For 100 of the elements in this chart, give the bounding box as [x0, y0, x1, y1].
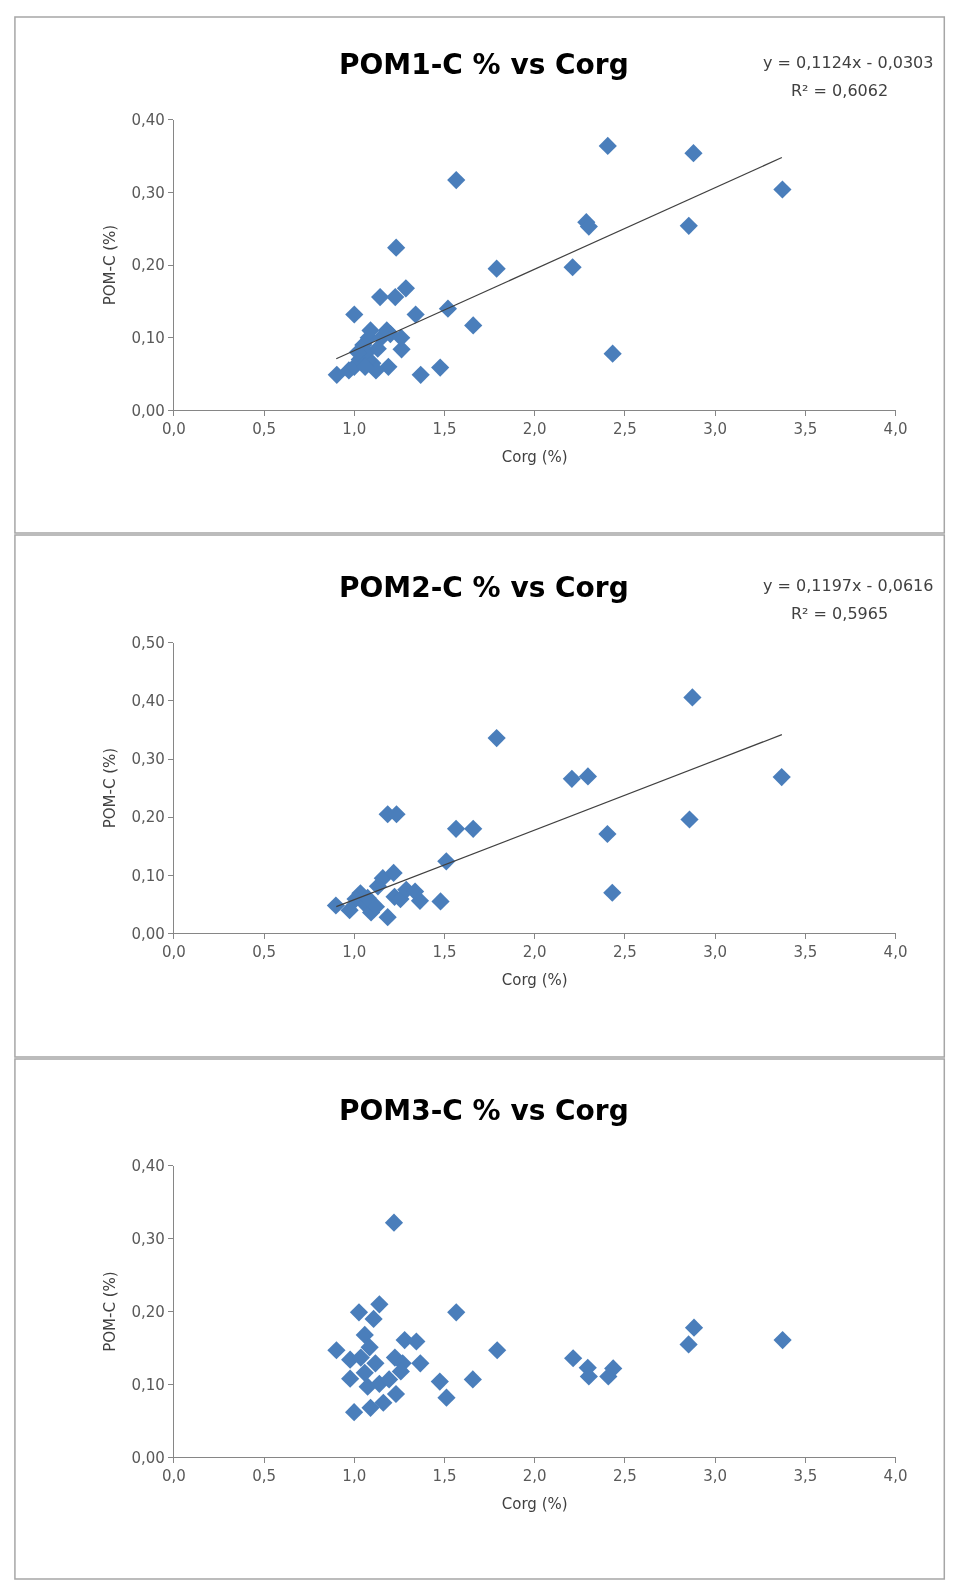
point [327, 365, 346, 384]
text: R² = 0,5965 [791, 604, 889, 623]
y-axis-title: POM-C (%) [100, 1271, 119, 1352]
y-tick-label: 0,30 [131, 750, 165, 769]
point [431, 358, 450, 377]
point [340, 901, 359, 920]
point [463, 1370, 482, 1389]
x-tick-label: 1,0 [342, 420, 367, 439]
point [447, 170, 466, 190]
x-tick-label: 4,0 [883, 943, 908, 962]
x-tick-label: 3,0 [703, 1467, 728, 1486]
point [360, 1338, 379, 1357]
x-tick-label: 3,0 [703, 943, 728, 962]
x-tick-label: 2,0 [522, 1467, 547, 1486]
point [430, 1372, 449, 1391]
point [598, 136, 617, 155]
point [341, 1369, 360, 1388]
x-tick-label: 2,5 [612, 1467, 637, 1486]
point [355, 1363, 374, 1382]
x-axis-title: Corg (%) [501, 448, 568, 467]
point [366, 1354, 385, 1373]
x-tick-label: 2,5 [612, 420, 637, 439]
point [364, 1309, 383, 1328]
point [431, 892, 450, 911]
y-tick-label: 0,40 [131, 1157, 165, 1176]
x-tick-label: 0,5 [252, 420, 277, 439]
point [447, 1303, 466, 1322]
y-tick-label: 0,50 [131, 634, 165, 652]
point [370, 1295, 389, 1314]
y-tick-label: 0,20 [131, 256, 165, 275]
point [326, 896, 345, 915]
point [680, 810, 699, 829]
text: y = 0,1197x - 0,0616 [763, 576, 934, 595]
point [387, 238, 406, 257]
y-axis-title: POM-C (%) [100, 747, 119, 829]
point [487, 259, 506, 278]
chart-title: POM3-C % vs Corg [339, 1094, 629, 1127]
x-tick-label: 0,0 [161, 420, 186, 439]
point [345, 305, 364, 324]
point [386, 1384, 406, 1404]
point [684, 144, 703, 163]
y-tick-label: 0,10 [131, 1375, 165, 1394]
x-tick-label: 1,0 [342, 943, 367, 962]
point [411, 1354, 430, 1373]
x-tick-label: 2,0 [522, 943, 547, 962]
x-tick-label: 2,0 [522, 420, 547, 439]
x-tick-label: 1,5 [432, 420, 457, 439]
point [378, 908, 397, 927]
x-tick-label: 4,0 [883, 420, 908, 439]
point [446, 819, 466, 838]
point [396, 279, 415, 298]
y-axis-title: POM-C (%) [100, 224, 119, 306]
x-axis-title: Corg (%) [501, 971, 568, 990]
point [349, 1303, 369, 1322]
point [603, 344, 622, 363]
x-tick-label: 3,0 [703, 420, 728, 439]
x-tick-label: 1,0 [342, 1467, 367, 1486]
point [772, 767, 791, 787]
x-tick-label: 0,5 [252, 1467, 277, 1486]
point [773, 180, 792, 199]
x-tick-label: 0,0 [161, 943, 186, 962]
y-tick-label: 0,20 [131, 1302, 165, 1321]
point [374, 1393, 393, 1412]
point [578, 767, 598, 786]
point [384, 1213, 404, 1232]
y-tick-label: 0,40 [131, 110, 165, 129]
x-tick-label: 3,5 [793, 420, 818, 439]
point [679, 1335, 698, 1354]
y-tick-label: 0,40 [131, 692, 165, 711]
x-tick-label: 1,5 [432, 1467, 457, 1486]
x-axis-title: Corg (%) [501, 1495, 568, 1514]
point [488, 1341, 507, 1360]
point [345, 1403, 364, 1422]
y-tick-label: 0,00 [131, 401, 165, 420]
point [358, 1377, 377, 1396]
point [562, 769, 581, 788]
chart-title: POM1-C % vs Corg [339, 48, 629, 81]
point [406, 305, 425, 324]
point [773, 1330, 792, 1350]
point [464, 316, 483, 335]
point [361, 1398, 380, 1417]
point [563, 258, 582, 277]
point [464, 819, 483, 838]
text: y = 0,1124x - 0,0303 [763, 53, 934, 72]
y-tick-label: 0,00 [131, 924, 165, 943]
y-tick-label: 0,30 [131, 183, 165, 202]
point [487, 728, 506, 748]
point [603, 883, 622, 902]
point [411, 365, 430, 384]
point [327, 1341, 346, 1360]
point [410, 891, 430, 910]
point [368, 339, 387, 358]
point [355, 1325, 374, 1345]
y-tick-label: 0,20 [131, 808, 165, 827]
point [684, 1318, 704, 1337]
chart-title: POM2-C % vs Corg [339, 571, 629, 604]
x-tick-label: 4,0 [883, 1467, 908, 1486]
point [564, 1349, 583, 1368]
point [683, 688, 702, 707]
text: R² = 0,6062 [791, 81, 889, 100]
